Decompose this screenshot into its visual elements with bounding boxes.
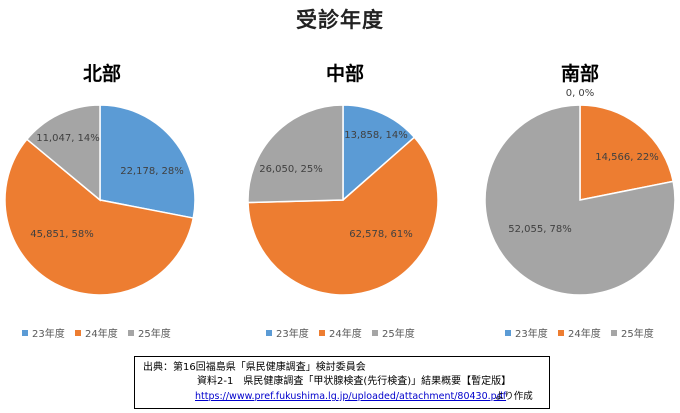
legend-label: 23年度 [515, 327, 548, 340]
pie-slice [342, 104, 416, 202]
pie-slice [247, 136, 439, 296]
legend-label: 24年度 [329, 327, 362, 340]
legend-label: 24年度 [85, 327, 118, 340]
data-label: 13,858, 14% [344, 130, 408, 141]
legend-swatch [75, 330, 81, 336]
chart-title: 中部 [326, 62, 364, 85]
legend-label: 25年度 [138, 327, 171, 340]
legend-label: 23年度 [32, 327, 65, 340]
source-suffix: より作成 [495, 391, 533, 402]
pie-slice [4, 138, 195, 296]
data-label: 26,050, 25% [259, 164, 323, 175]
source-citation: 出典：第16回福島県「県民健康調査」検討委員会 資料2-1 県民健康調査「甲状腺… [134, 356, 550, 409]
data-label: 22,178, 28% [120, 166, 184, 177]
legend-label: 25年度 [621, 327, 654, 340]
source-link[interactable]: https://www.pref.fukushima.lg.jp/uploade… [195, 391, 507, 402]
data-label: 52,055, 78% [508, 224, 572, 235]
pie-slice [484, 104, 676, 296]
pie-slice [247, 104, 344, 204]
legend-swatch [372, 330, 378, 336]
data-label: 45,851, 58% [30, 229, 94, 240]
chart-title: 南部 [561, 62, 599, 85]
legend-swatch [22, 330, 28, 336]
source-line-2: 資料2-1 県民健康調査「甲状腺検査(先行検査)」結果概要【暫定版】 [197, 376, 512, 387]
legend-label: 24年度 [568, 327, 601, 340]
pie-slice [579, 104, 675, 201]
main-title: 受診年度 [296, 8, 384, 32]
legend-swatch [266, 330, 272, 336]
legend-swatch [128, 330, 134, 336]
data-label: 62,578, 61% [349, 229, 413, 240]
legend-label: 25年度 [382, 327, 415, 340]
data-label: 11,047, 14% [36, 133, 100, 144]
source-line-1: 出典：第16回福島県「県民健康調査」検討委員会 [143, 362, 366, 373]
chart-title: 北部 [83, 62, 121, 85]
data-label: 0, 0% [566, 88, 595, 99]
legend-swatch [505, 330, 511, 336]
pie-slice [25, 104, 101, 202]
legend-swatch [319, 330, 325, 336]
pie-slice [99, 104, 196, 219]
legend-label: 23年度 [276, 327, 309, 340]
data-label: 14,566, 22% [595, 152, 659, 163]
legend-swatch [611, 330, 617, 336]
legend-swatch [558, 330, 564, 336]
